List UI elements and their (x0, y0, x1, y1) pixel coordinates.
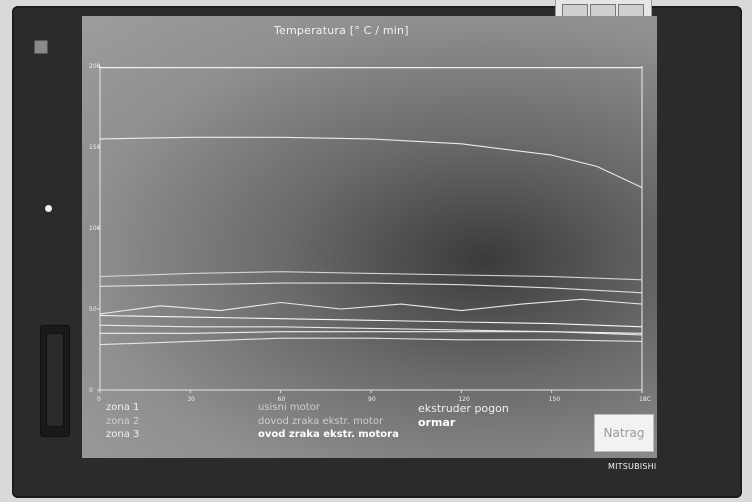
card-slot-insert (46, 333, 64, 427)
temperature-chart: 0 50 100 150 200 0 30 60 90 120 150 18C (89, 63, 651, 403)
brand-label: MITSUBISHI (608, 462, 657, 471)
chart-title: Temperatura [° C / min] (274, 24, 409, 37)
x-tick-label: 18C (639, 396, 651, 403)
power-led-icon (34, 40, 48, 54)
legend-ekstruder-pogon: ekstruder pogon (418, 402, 509, 415)
legend-zona-1: zona 1 (106, 402, 140, 413)
y-tick-label: 150 (89, 144, 101, 151)
x-tick-label: 60 (278, 396, 286, 403)
x-tick-label: 90 (368, 396, 376, 403)
x-tick-label: 0 (97, 396, 101, 403)
series-line (99, 324, 643, 336)
y-tick-label: 0 (89, 387, 93, 394)
legend-zona-3: zona 3 (106, 429, 140, 440)
series-line (99, 298, 643, 315)
x-tick-label: 30 (187, 396, 195, 403)
status-dot-icon (45, 205, 52, 212)
legend-usisni-motor: usisni motor (258, 402, 320, 413)
series-line (99, 337, 643, 346)
legend-odvod-zraka: ovod zraka ekstr. motora (258, 429, 399, 440)
series-line (99, 314, 643, 328)
legend-zona-2: zona 2 (106, 416, 140, 427)
chart-series (99, 66, 643, 346)
series-line (99, 136, 643, 189)
legend-ormar: ormar (418, 416, 456, 429)
x-tick-label: 150 (549, 396, 561, 403)
hmi-screen: Temperatura [° C / min] 0 50 100 150 200 0 30 6… (82, 16, 657, 458)
legend-dovod-zraka: dovod zraka ekstr. motor (258, 416, 384, 427)
series-line (99, 271, 643, 281)
x-tick-label: 120 (458, 396, 470, 403)
y-tick-label: 200 (89, 63, 101, 70)
back-button[interactable]: Natrag (594, 414, 654, 452)
y-tick-label: 50 (89, 306, 97, 313)
chart-ticks: 0 50 100 150 200 0 30 60 90 120 150 18C (89, 63, 651, 403)
series-line (99, 282, 643, 294)
y-tick-label: 100 (89, 225, 101, 232)
